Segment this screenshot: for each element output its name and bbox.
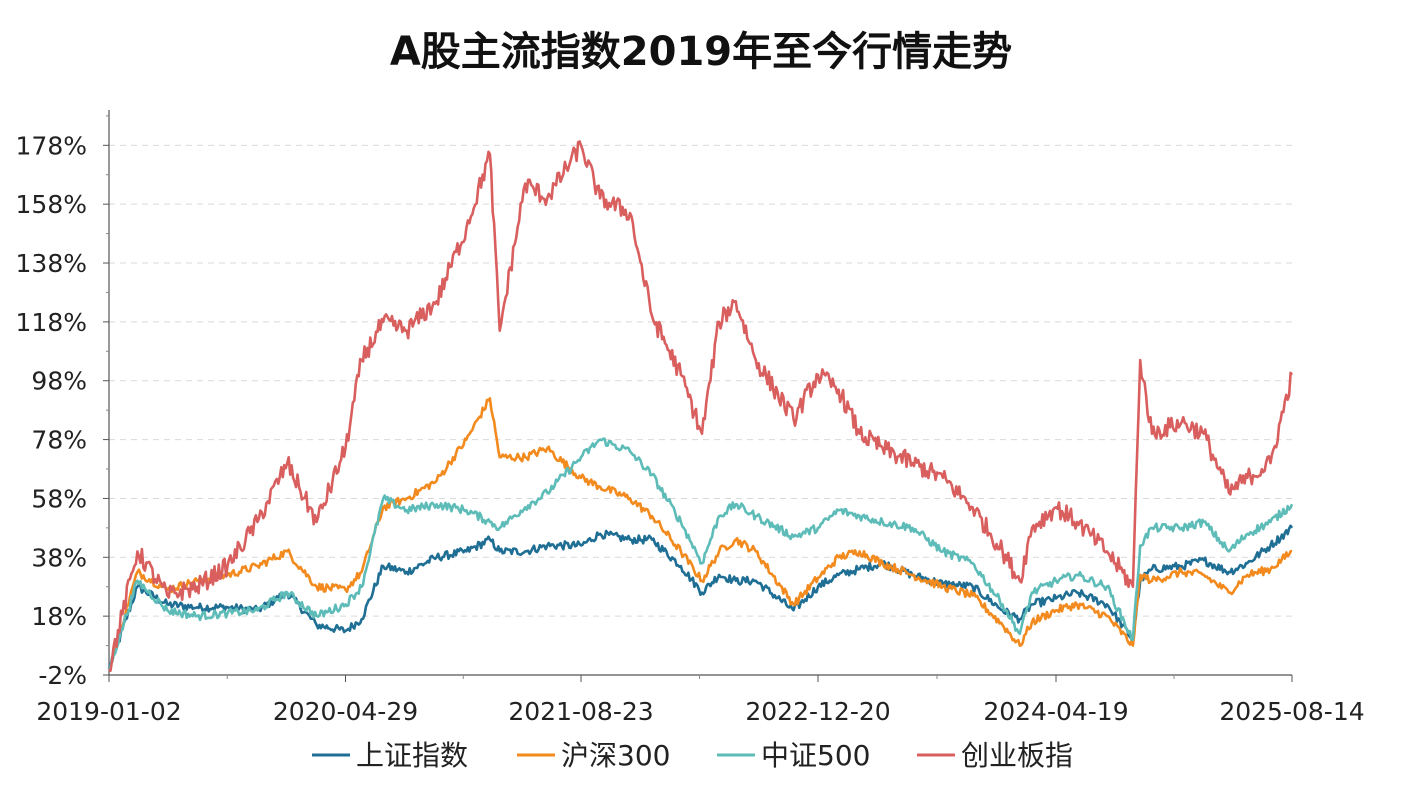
- series-lines: [107, 140, 1294, 672]
- legend-item: 中证500: [717, 739, 870, 772]
- x-tick-label: 2022-12-20: [745, 697, 890, 726]
- legend-label: 沪深300: [561, 739, 670, 772]
- legend-label: 上证指数: [356, 739, 468, 772]
- y-tick-label: 98%: [31, 367, 87, 396]
- series-line-1: [107, 397, 1293, 670]
- series-line-2: [107, 437, 1294, 670]
- y-tick-label: 138%: [16, 249, 87, 278]
- legend: 上证指数 沪深300 中证500 创业板指: [312, 739, 1073, 772]
- y-tick-label: 178%: [16, 131, 87, 160]
- x-tick-label: 2024-04-19: [983, 697, 1128, 726]
- y-tick-label: 158%: [16, 190, 87, 219]
- x-tick-label: 2019-01-02: [36, 697, 181, 726]
- chart-title: A股主流指数2019年至今行情走势: [390, 29, 1012, 75]
- y-tick-label: 118%: [16, 308, 87, 337]
- y-tick-label: 18%: [31, 602, 87, 631]
- y-tick-label: 38%: [31, 543, 87, 572]
- y-tick-label: -2%: [38, 661, 87, 690]
- series-line-0: [107, 524, 1294, 670]
- legend-label: 创业板指: [961, 739, 1073, 772]
- x-tick-label: 2025-08-14: [1219, 697, 1364, 726]
- series-line-3: [108, 140, 1294, 672]
- axes: -2% 18% 38% 58% 78% 98% 118% 138% 158% 178% 2019-0…: [16, 110, 1365, 726]
- legend-item: 创业板指: [917, 739, 1073, 772]
- gridlines: [109, 144, 1292, 617]
- legend-label: 中证500: [761, 739, 870, 772]
- y-tick-label: 58%: [31, 484, 87, 513]
- x-tick-label: 2020-04-29: [273, 697, 418, 726]
- legend-item: 上证指数: [312, 739, 468, 772]
- legend-item: 沪深300: [517, 739, 670, 772]
- y-tick-label: 78%: [31, 426, 87, 455]
- x-tick-label: 2021-08-23: [508, 697, 653, 726]
